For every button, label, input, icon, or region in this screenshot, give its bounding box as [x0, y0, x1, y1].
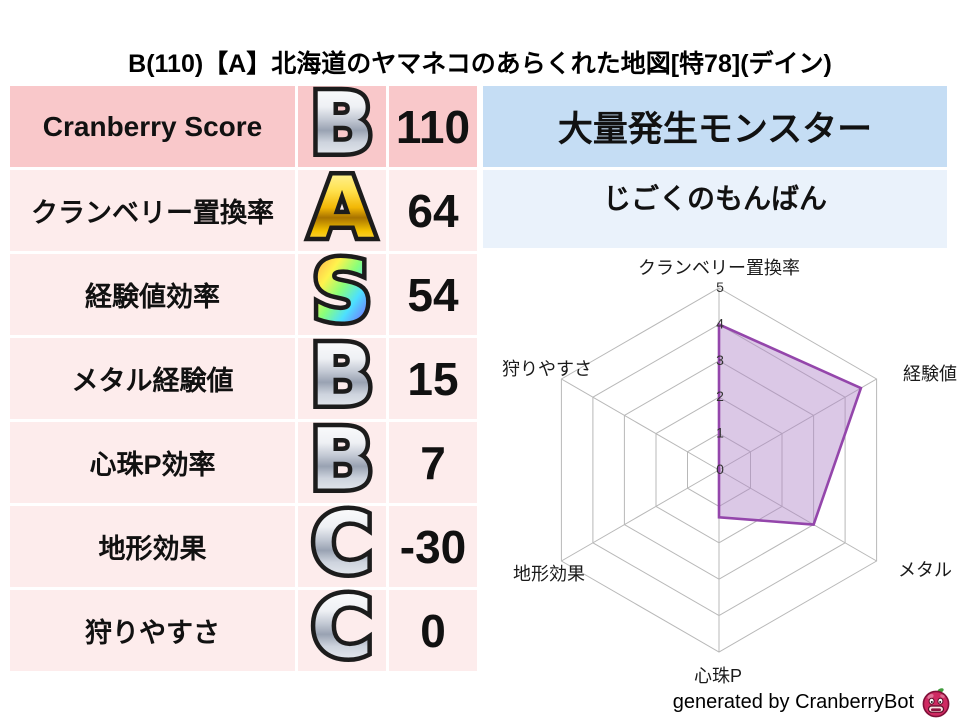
- stat-label: Cranberry Score: [10, 86, 295, 167]
- monster-panel: 大量発生モンスター じごくのもんばん: [483, 86, 947, 248]
- grade-letter: B: [298, 81, 386, 165]
- grade-badge: S S: [298, 245, 386, 338]
- svg-text:1: 1: [716, 425, 724, 441]
- svg-text:5: 5: [716, 279, 724, 295]
- grade-badge: C C: [298, 581, 386, 674]
- stat-label: 狩りやすさ: [10, 590, 295, 671]
- grade-letter: B: [298, 333, 386, 417]
- grade-letter: C: [298, 501, 386, 585]
- grade-letter: C: [298, 585, 386, 669]
- svg-text:2: 2: [716, 388, 724, 404]
- svg-text:0: 0: [716, 461, 724, 477]
- grade-badge: B B: [298, 413, 386, 506]
- grade-badge: A A: [298, 161, 386, 254]
- svg-text:3: 3: [716, 352, 724, 368]
- stat-label: 経験値効率: [10, 254, 295, 335]
- grade-badge: B B: [298, 77, 386, 170]
- stat-value: 7: [389, 422, 477, 503]
- cranberry-icon: [922, 688, 950, 718]
- radar-axis-label: メタル: [898, 560, 952, 580]
- stat-value: -30: [389, 506, 477, 587]
- stat-value: 64: [389, 170, 477, 251]
- grade-badge: C C: [298, 497, 386, 590]
- stats-table: Cranberry Score B B 110 クランベリー置換率 A A 64…: [10, 77, 477, 674]
- radar-axis-label: クランベリー置換率: [638, 258, 800, 278]
- radar-axis-label: 心珠P: [693, 666, 743, 686]
- grade-letter-outline: C: [298, 497, 386, 590]
- stat-label: 心珠P効率: [10, 422, 295, 503]
- grade-letter-outline: B: [298, 77, 386, 170]
- grade-letter-outline: S: [298, 245, 386, 338]
- stat-value: 110: [389, 86, 477, 167]
- monster-panel-header: 大量発生モンスター: [483, 86, 947, 167]
- svg-text:4: 4: [716, 315, 724, 331]
- grade-letter: B: [298, 417, 386, 501]
- grade-letter: S: [298, 249, 386, 333]
- grade-letter-outline: A: [298, 161, 386, 254]
- stat-label: 地形効果: [10, 506, 295, 587]
- stat-label: クランベリー置換率: [10, 170, 295, 251]
- grade-letter-outline: B: [298, 329, 386, 422]
- radar-chart: 0 1 2 3 4 5: [484, 250, 960, 720]
- stat-value: 54: [389, 254, 477, 335]
- grade-badge: B B: [298, 329, 386, 422]
- radar-axis-label: 地形効果: [513, 564, 585, 584]
- radar-chart-svg: 0 1 2 3 4 5: [560, 279, 878, 653]
- grade-letter-outline: C: [298, 581, 386, 674]
- grade-letter: A: [298, 165, 386, 249]
- stat-label: メタル経験値: [10, 338, 295, 419]
- stat-value: 0: [389, 590, 477, 671]
- stat-value: 15: [389, 338, 477, 419]
- credit-text: generated by CranberryBot: [672, 690, 914, 713]
- footer-credit: generated by CranberryBot: [673, 686, 952, 718]
- monster-name: じごくのもんばん: [483, 170, 947, 248]
- radar-axis-label: 経験値: [903, 364, 957, 384]
- page-title: B(110)【A】北海道のヤマネコのあらくれた地図[特78](デイン): [128, 50, 832, 78]
- radar-axis-label: 狩りやすさ: [502, 359, 592, 379]
- grade-letter-outline: B: [298, 413, 386, 506]
